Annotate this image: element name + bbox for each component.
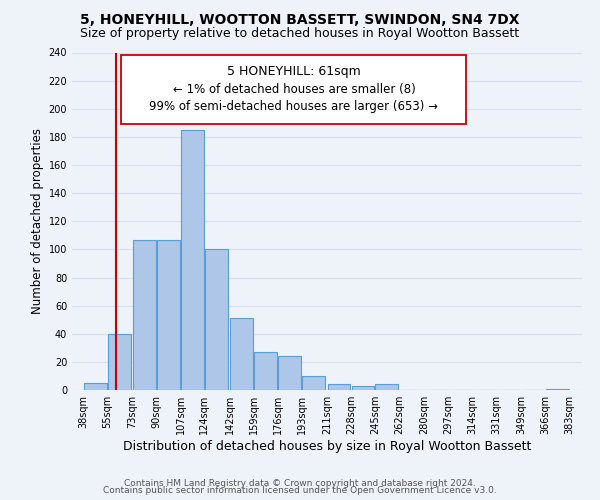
- Text: 5, HONEYHILL, WOOTTON BASSETT, SWINDON, SN4 7DX: 5, HONEYHILL, WOOTTON BASSETT, SWINDON, …: [80, 12, 520, 26]
- Bar: [108, 334, 131, 390]
- Bar: [328, 384, 350, 390]
- Text: Contains public sector information licensed under the Open Government Licence v3: Contains public sector information licen…: [103, 486, 497, 495]
- FancyBboxPatch shape: [121, 56, 466, 124]
- Text: 5 HONEYHILL: 61sqm: 5 HONEYHILL: 61sqm: [227, 65, 361, 78]
- X-axis label: Distribution of detached houses by size in Royal Wootton Bassett: Distribution of detached houses by size …: [123, 440, 531, 453]
- Bar: [84, 383, 107, 390]
- Bar: [181, 130, 204, 390]
- Text: Size of property relative to detached houses in Royal Wootton Bassett: Size of property relative to detached ho…: [80, 28, 520, 40]
- Bar: [205, 250, 228, 390]
- Bar: [376, 384, 398, 390]
- Bar: [302, 376, 325, 390]
- Text: Contains HM Land Registry data © Crown copyright and database right 2024.: Contains HM Land Registry data © Crown c…: [124, 478, 476, 488]
- Bar: [254, 352, 277, 390]
- Bar: [278, 356, 301, 390]
- Bar: [352, 386, 374, 390]
- Y-axis label: Number of detached properties: Number of detached properties: [31, 128, 44, 314]
- Bar: [133, 240, 156, 390]
- Bar: [546, 388, 569, 390]
- Bar: [157, 240, 180, 390]
- Text: ← 1% of detached houses are smaller (8): ← 1% of detached houses are smaller (8): [173, 84, 415, 96]
- Text: 99% of semi-detached houses are larger (653) →: 99% of semi-detached houses are larger (…: [149, 100, 439, 114]
- Bar: [230, 318, 253, 390]
